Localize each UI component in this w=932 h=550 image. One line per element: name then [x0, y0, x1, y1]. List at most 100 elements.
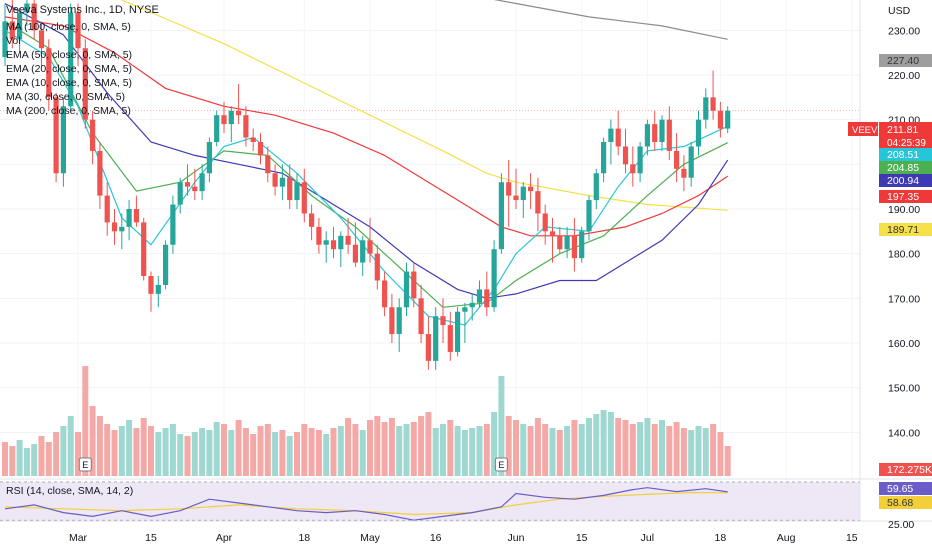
- volume-bar: [483, 424, 490, 476]
- candle-body: [177, 182, 183, 205]
- volume-bar: [418, 416, 425, 476]
- candle-body: [484, 289, 490, 308]
- volume-bar: [527, 426, 534, 476]
- candle-body: [652, 124, 658, 142]
- candle-body: [2, 21, 8, 58]
- candle-body: [309, 213, 315, 227]
- candle-body: [184, 182, 191, 187]
- legend-ma200[interactable]: MA (200, close, 0, SMA, 5): [6, 105, 131, 117]
- volume-bar: [724, 446, 731, 476]
- candle-body: [469, 302, 475, 308]
- candle-body: [163, 244, 169, 285]
- candle-body: [46, 48, 52, 98]
- price-badge-value: 197.35: [887, 191, 919, 203]
- candle-body: [338, 235, 344, 250]
- candle-body: [221, 115, 227, 125]
- candle-body: [104, 195, 110, 223]
- candle-body: [53, 97, 59, 174]
- candle-body: [579, 231, 585, 259]
- ma-line-ma200: [493, 0, 728, 40]
- candle-body: [367, 240, 373, 254]
- candle-body: [243, 115, 249, 138]
- x-tick-label: Aug: [777, 532, 796, 544]
- volume-bar: [301, 424, 308, 476]
- volume-bar: [710, 424, 717, 476]
- candle-body: [674, 150, 680, 169]
- last-price-badge: [879, 122, 932, 150]
- volume-bar: [432, 428, 439, 476]
- candle-body: [622, 146, 629, 165]
- candle-body: [396, 307, 402, 335]
- volume-bar: [242, 428, 249, 476]
- candle-body: [506, 182, 512, 196]
- price-badge-value: 204.85: [887, 162, 919, 174]
- volume-bar: [425, 412, 432, 476]
- price-badge-ema20: [879, 161, 932, 174]
- volume-bar: [666, 426, 673, 476]
- candle-body: [644, 124, 650, 147]
- candle-body: [301, 182, 307, 214]
- volume-bar: [644, 418, 651, 476]
- legend-ema50[interactable]: EMA (50, close, 0, SMA, 5): [6, 49, 132, 61]
- volume-bar: [637, 422, 644, 476]
- earnings-marker-label: E: [82, 460, 88, 470]
- rsi-legend[interactable]: RSI (14, close, SMA, 14, 2): [6, 485, 133, 497]
- y-tick-label: 150.00: [888, 383, 920, 395]
- candle-body: [564, 235, 570, 250]
- candle-body: [199, 173, 205, 192]
- volume-bar: [440, 424, 446, 476]
- candle-body: [133, 209, 139, 223]
- candle-body: [695, 119, 702, 147]
- volume-bar: [111, 430, 118, 476]
- candle-body: [141, 222, 147, 276]
- price-badge-ma30: [879, 174, 932, 187]
- candle-body: [75, 12, 81, 49]
- candle-body: [17, 12, 23, 40]
- volume-bar: [286, 436, 293, 476]
- legend-ma30[interactable]: MA (30, close, 0, SMA, 5): [6, 91, 125, 103]
- volume-bar: [403, 424, 410, 476]
- volume-bar: [264, 424, 271, 476]
- candle-body: [586, 200, 592, 232]
- legend-ema20[interactable]: EMA (20, close, 0, SMA, 5): [6, 63, 132, 75]
- candle-body: [170, 204, 176, 245]
- candle-body: [68, 12, 74, 107]
- volume-bar: [556, 430, 563, 476]
- x-tick-label: Jul: [641, 532, 654, 544]
- volume-bar: [96, 416, 103, 476]
- candle-body: [491, 249, 497, 308]
- legend-ma100[interactable]: MA (100, close, 0, SMA, 5): [6, 21, 131, 33]
- candle-body: [24, 3, 30, 13]
- candle-body: [250, 137, 256, 142]
- volume-bar: [469, 428, 476, 476]
- volume-bar: [140, 418, 147, 476]
- volume-bar: [82, 366, 89, 476]
- earnings-marker: [78, 457, 92, 472]
- legend-vol[interactable]: Vol: [6, 35, 21, 47]
- volume-bar: [651, 424, 658, 476]
- rsi-badge: [879, 482, 932, 495]
- candle-body: [593, 173, 599, 201]
- volume-bar: [622, 420, 629, 476]
- candle-body: [608, 128, 614, 142]
- volume-bar: [498, 376, 505, 476]
- volume-bar: [396, 426, 403, 476]
- price-badge-layer: 227.40 VEEV 211.81 04:25:39208.51204.85200.…: [848, 54, 932, 476]
- volume-bar: [345, 418, 352, 476]
- volume-bar: [315, 430, 322, 476]
- symbol-title[interactable]: Veeva Systems Inc., 1D, NYSE: [6, 4, 159, 16]
- candle-body: [513, 195, 519, 201]
- price-badge-ema50: [879, 190, 932, 203]
- volume-bar: [31, 444, 38, 476]
- candle-body: [571, 235, 577, 259]
- candle-body: [330, 240, 337, 250]
- candle-body: [82, 48, 88, 120]
- symbol-badge: [848, 122, 878, 136]
- rsi-badge-value: 59.65: [887, 483, 913, 495]
- legend-ema10[interactable]: EMA (10, close, 0, SMA, 5): [6, 77, 132, 89]
- candle-body: [316, 226, 322, 245]
- x-tick-label: 15: [145, 532, 157, 544]
- volume-bar: [148, 426, 154, 476]
